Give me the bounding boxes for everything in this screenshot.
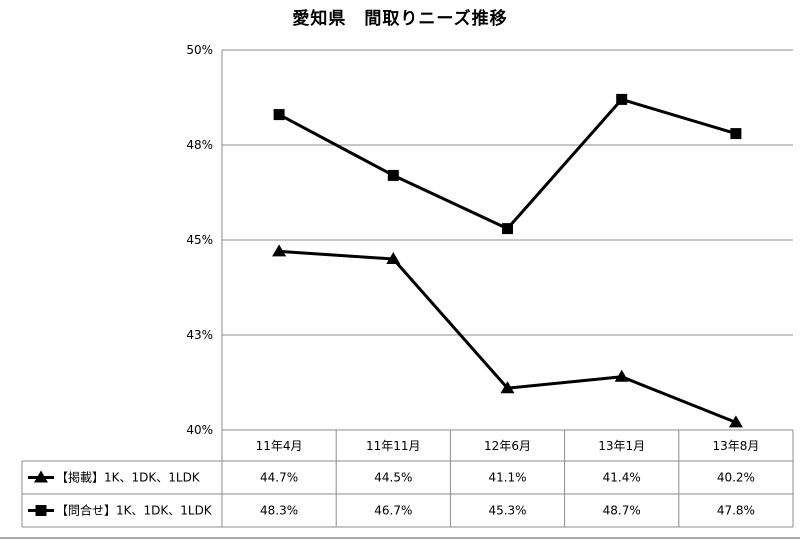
x-category-label: 11年11月 xyxy=(366,439,421,453)
triangle-marker xyxy=(728,415,743,428)
y-tick-label: 40% xyxy=(186,423,213,437)
series-lines xyxy=(278,97,737,424)
square-marker xyxy=(616,93,628,105)
y-tick-label: 45% xyxy=(186,233,213,247)
square-marker xyxy=(273,109,285,121)
data-table-cell: 40.2% xyxy=(717,471,755,485)
data-table-grid xyxy=(0,430,800,539)
square-marker xyxy=(387,169,399,181)
data-table-cell: 41.1% xyxy=(488,471,526,485)
series-markers xyxy=(272,93,743,428)
x-axis-category-labels: 11年4月 11年11月 12年6月 13年1月 13年8月 xyxy=(256,439,760,453)
triangle-marker xyxy=(500,381,515,394)
legend-square-icon xyxy=(35,505,47,516)
data-table-legend: 【掲載】1K、1DK、1LDK 【問合せ】1K、1DK、1LDK xyxy=(28,470,213,518)
data-table-cell: 44.7% xyxy=(260,471,298,485)
x-category-label: 12年6月 xyxy=(484,439,531,453)
chart-title: 愛知県 間取りニーズ推移 xyxy=(292,9,508,29)
y-tick-label: 48% xyxy=(186,138,213,152)
square-marker xyxy=(730,128,742,140)
series-line-listing xyxy=(279,249,737,424)
x-category-label: 11年4月 xyxy=(256,439,303,453)
square-marker xyxy=(502,223,513,235)
triangle-marker xyxy=(614,369,629,382)
data-table-cell: 44.5% xyxy=(374,471,412,485)
series-line-inquiry xyxy=(278,97,737,231)
triangle-marker xyxy=(272,244,287,257)
y-axis-tick-labels: 50% 48% 45% 43% 40% xyxy=(186,43,213,437)
x-category-label: 13年1月 xyxy=(598,439,645,453)
data-table-cell: 41.4% xyxy=(603,471,641,485)
data-table-cell: 45.3% xyxy=(488,504,526,518)
legend-label: 【掲載】1K、1DK、1LDK xyxy=(56,470,201,485)
data-table-cell: 46.7% xyxy=(374,504,412,518)
data-table-cell: 48.3% xyxy=(260,504,298,518)
y-tick-label: 50% xyxy=(186,43,213,57)
data-table-cell: 48.7% xyxy=(603,504,641,518)
legend-label: 【問合せ】1K、1DK、1LDK xyxy=(56,503,213,518)
data-table-cell: 47.8% xyxy=(717,504,755,518)
triangle-marker xyxy=(386,252,401,264)
legend-triangle-icon xyxy=(34,470,48,483)
data-table-values: 44.7% 44.5% 41.1% 41.4% 40.2% 48.3% 46.7% 45.3%… xyxy=(260,471,755,518)
x-category-label: 13年8月 xyxy=(712,439,759,453)
gridlines xyxy=(221,49,793,431)
y-tick-label: 43% xyxy=(186,328,213,342)
